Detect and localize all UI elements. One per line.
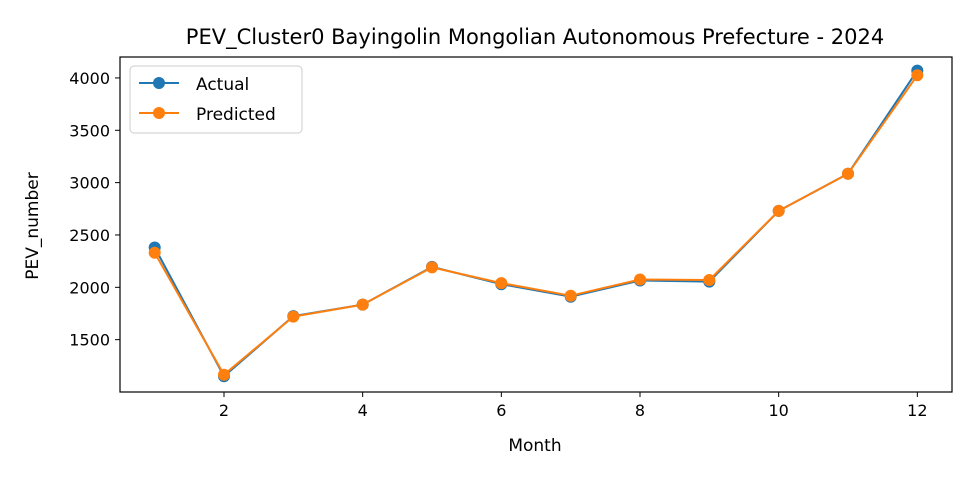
x-tick-label: 2 xyxy=(219,401,229,420)
data-point-1-5 xyxy=(495,277,508,290)
y-tick-label: 2000 xyxy=(69,278,110,297)
series-line-1 xyxy=(153,74,919,376)
x-tick-label: 8 xyxy=(635,401,645,420)
x-tick-label: 6 xyxy=(496,401,506,420)
data-point-1-11 xyxy=(911,69,924,82)
x-axis-label: Month xyxy=(508,436,561,456)
data-point-1-10 xyxy=(842,167,854,180)
chart-title: PEV_Cluster0 Bayingolin Mongolian Autono… xyxy=(186,25,884,50)
axes: 2 4 6 8 10 12 1500 2000 2500 3000 3500 4000 xyxy=(69,56,953,420)
y-axis-label: PEV_number xyxy=(23,172,43,279)
legend-predicted-marker xyxy=(153,107,165,119)
legend-actual-label: Actual xyxy=(196,75,249,95)
legend-actual-marker xyxy=(153,77,165,89)
data-point-1-1 xyxy=(218,368,230,381)
data-point-1-6 xyxy=(564,289,577,302)
plot-area xyxy=(148,64,924,383)
x-tick-label: 12 xyxy=(907,401,927,420)
data-point-1-3 xyxy=(356,298,369,311)
legend: Actual Predicted xyxy=(129,65,303,134)
x-tick-label: 10 xyxy=(768,401,788,420)
y-tick-label: 3500 xyxy=(69,121,110,140)
data-point-1-7 xyxy=(634,273,646,286)
y-tick-label: 2500 xyxy=(69,226,110,245)
legend-predicted-label: Predicted xyxy=(196,105,276,125)
y-tick-label: 1500 xyxy=(69,331,110,350)
x-tick-label: 4 xyxy=(358,401,368,420)
data-point-1-0 xyxy=(148,246,161,259)
data-point-1-8 xyxy=(703,274,716,286)
y-tick-label: 4000 xyxy=(69,69,110,88)
data-point-1-4 xyxy=(426,261,438,274)
data-point-1-2 xyxy=(287,310,300,323)
y-tick-label: 3000 xyxy=(69,174,110,193)
data-point-1-9 xyxy=(772,204,785,217)
axes-frame xyxy=(119,56,953,393)
